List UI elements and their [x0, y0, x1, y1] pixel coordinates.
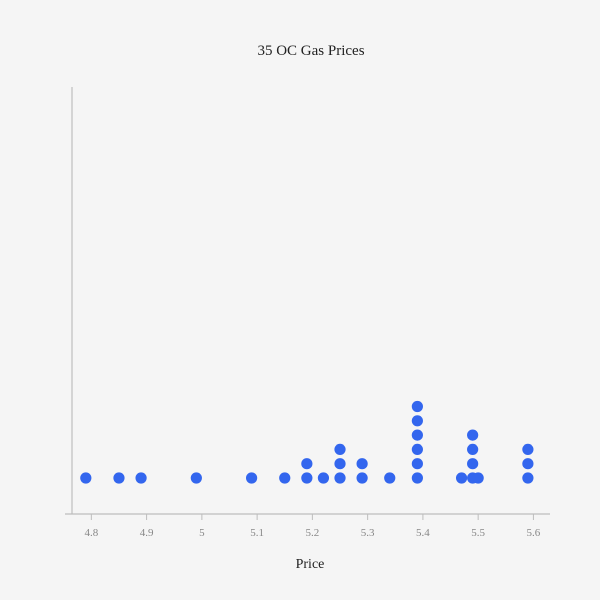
- data-point[interactable]: [317, 472, 330, 484]
- data-point[interactable]: [411, 400, 423, 413]
- data-point[interactable]: [467, 458, 479, 470]
- data-point[interactable]: [356, 472, 368, 484]
- x-tick-label: 5.2: [306, 527, 320, 539]
- data-point[interactable]: [522, 443, 534, 455]
- chart-title: 35 OC Gas Prices: [257, 43, 364, 59]
- data-point[interactable]: [411, 472, 423, 484]
- data-point[interactable]: [356, 458, 368, 470]
- data-point[interactable]: [522, 458, 534, 470]
- data-point[interactable]: [279, 472, 291, 484]
- data-point[interactable]: [190, 472, 202, 484]
- x-tick-label: 4.9: [140, 527, 154, 539]
- data-point[interactable]: [80, 472, 92, 484]
- data-point[interactable]: [301, 458, 313, 470]
- data-point[interactable]: [384, 472, 396, 484]
- data-point[interactable]: [334, 443, 346, 455]
- data-point[interactable]: [113, 472, 125, 484]
- data-point[interactable]: [135, 472, 147, 484]
- x-tick-label: 5.1: [250, 527, 264, 539]
- x-tick-label: 5.6: [527, 527, 541, 539]
- data-point[interactable]: [472, 472, 484, 484]
- x-axis-ticks: 4.8 4.9 5 5.1 5.2 5.3 5.4 5.5 5.6: [84, 514, 541, 539]
- x-axis-label: Price: [296, 557, 325, 572]
- data-point[interactable]: [467, 443, 479, 455]
- data-points: [80, 400, 534, 484]
- data-point[interactable]: [301, 472, 313, 484]
- x-tick-label: 4.8: [84, 527, 98, 539]
- x-tick-label: 5.5: [471, 527, 485, 539]
- data-point[interactable]: [522, 472, 534, 484]
- x-tick-label: 5.4: [416, 527, 430, 539]
- data-point[interactable]: [455, 472, 468, 484]
- data-point[interactable]: [411, 429, 423, 441]
- data-point[interactable]: [245, 472, 258, 484]
- x-tick-label: 5.3: [361, 527, 375, 539]
- data-point[interactable]: [411, 415, 423, 427]
- data-point[interactable]: [467, 429, 479, 441]
- data-point[interactable]: [334, 472, 346, 484]
- data-point[interactable]: [334, 458, 346, 470]
- x-tick-label: 5: [199, 527, 205, 539]
- data-point[interactable]: [411, 443, 423, 455]
- data-point[interactable]: [411, 458, 423, 470]
